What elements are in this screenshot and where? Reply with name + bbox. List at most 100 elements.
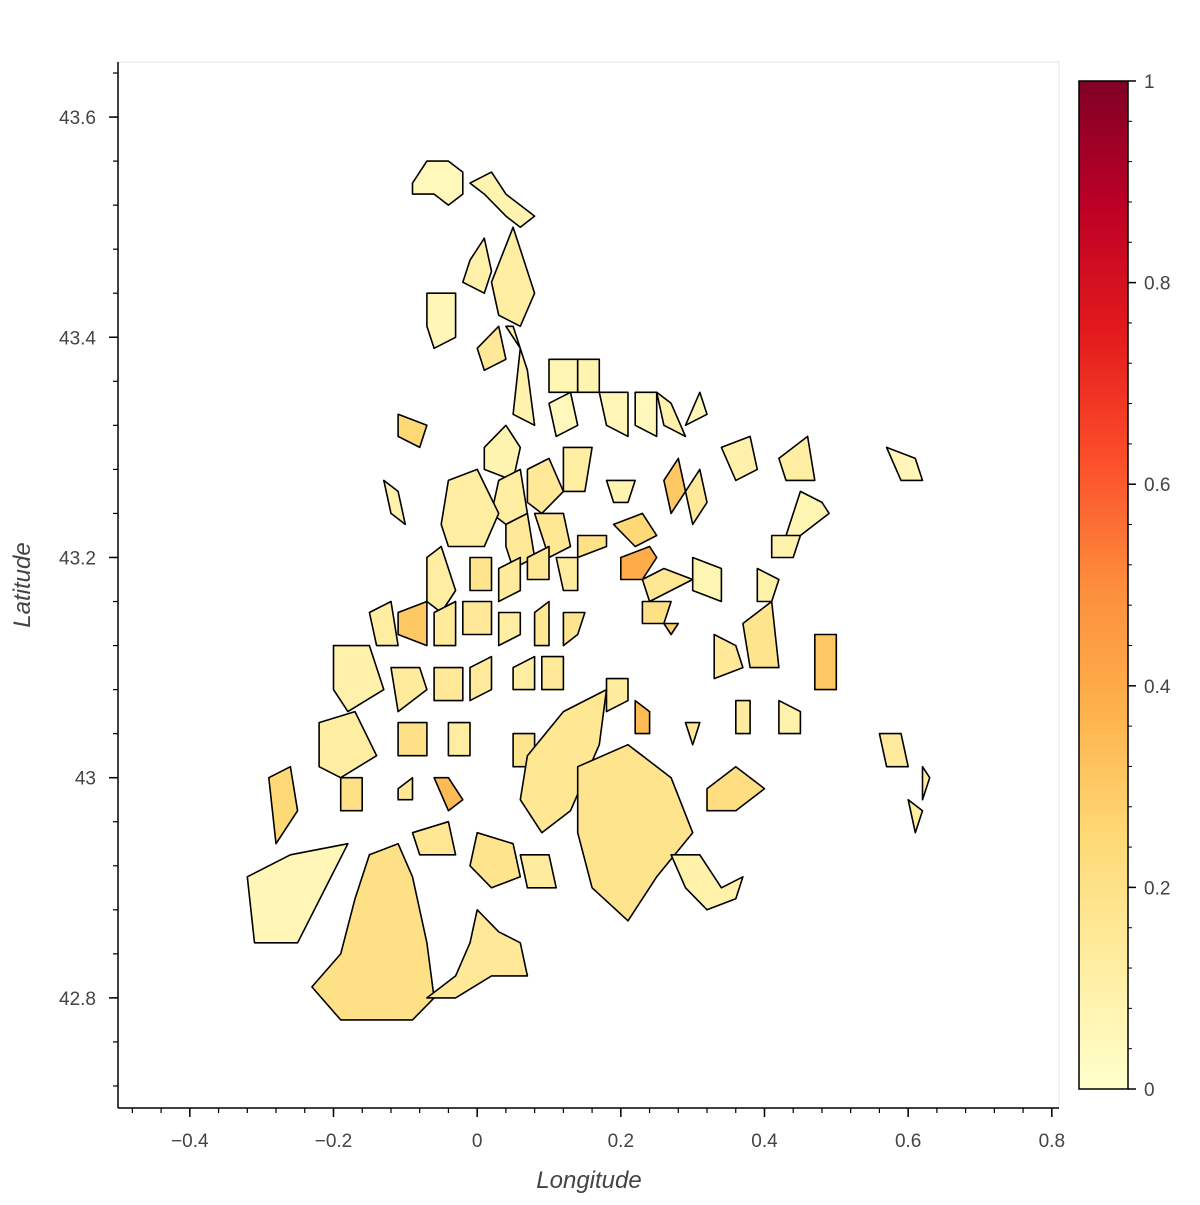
y-tick-label: 42.8 xyxy=(59,989,96,1010)
region-59 xyxy=(540,655,565,691)
colorbar-gradient xyxy=(1078,80,1129,1090)
region-68 xyxy=(318,710,378,779)
region-44 xyxy=(433,600,457,647)
axes-layer: −0.4 −0.2 0 0.2 0.4 0.6 0.8 42.8 43 43.2 43.4 43.6 xyxy=(59,62,1065,1152)
y-tick-label: 43 xyxy=(75,769,96,790)
region-39 xyxy=(641,567,694,603)
region-47 xyxy=(533,600,550,647)
region-53 xyxy=(813,633,838,691)
plot-area xyxy=(117,61,1060,1109)
region-38 xyxy=(619,545,658,581)
region-21 xyxy=(684,468,708,526)
region-23 xyxy=(778,435,816,482)
region-40 xyxy=(691,556,723,603)
colorbar-tick-label: 0.4 xyxy=(1144,677,1171,698)
region-0 xyxy=(411,160,464,206)
region-67 xyxy=(907,798,924,834)
region-64 xyxy=(778,699,802,735)
region-19 xyxy=(605,479,637,504)
region-62 xyxy=(684,721,701,746)
region-55 xyxy=(390,666,428,713)
region-84 xyxy=(670,853,744,911)
x-tick-label: 0.2 xyxy=(608,1131,634,1152)
region-42 xyxy=(368,600,399,647)
region-45 xyxy=(461,600,493,636)
region-80 xyxy=(469,831,522,889)
y-tick-label: 43.6 xyxy=(59,108,96,129)
x-tick-label: −0.2 xyxy=(315,1131,353,1152)
region-48 xyxy=(562,611,586,647)
region-34 xyxy=(469,556,493,592)
x-axis-title: Longitude xyxy=(536,1167,641,1194)
region-85 xyxy=(311,842,435,1021)
region-73 xyxy=(339,776,364,812)
x-tick-label: 0.6 xyxy=(895,1131,921,1152)
region-30 xyxy=(612,512,658,548)
region-69 xyxy=(397,721,428,757)
region-4 xyxy=(426,292,457,350)
region-37 xyxy=(555,556,579,592)
region-11 xyxy=(634,391,658,438)
region-26 xyxy=(440,468,500,548)
region-51 xyxy=(713,633,744,680)
region-60 xyxy=(605,677,629,713)
regions-layer xyxy=(246,160,931,1021)
region-61 xyxy=(634,699,651,735)
region-36 xyxy=(526,545,550,581)
region-79 xyxy=(411,820,457,856)
region-77 xyxy=(706,765,766,812)
y-tick-label: 43.4 xyxy=(59,328,96,349)
region-63 xyxy=(734,699,751,735)
region-1 xyxy=(469,171,536,228)
region-57 xyxy=(469,655,493,702)
region-50 xyxy=(663,622,680,636)
region-46 xyxy=(497,611,522,647)
region-78 xyxy=(246,842,349,944)
region-25 xyxy=(382,479,407,526)
region-81 xyxy=(519,853,558,889)
region-52 xyxy=(742,600,780,669)
region-65 xyxy=(878,732,910,768)
region-2 xyxy=(461,237,493,295)
region-70 xyxy=(447,721,471,757)
region-86 xyxy=(426,908,529,999)
region-33 xyxy=(426,545,457,614)
region-24 xyxy=(885,446,924,482)
region-7 xyxy=(548,358,579,394)
region-74 xyxy=(397,776,414,801)
region-54 xyxy=(332,644,385,713)
region-5 xyxy=(476,325,507,372)
region-6 xyxy=(505,325,536,427)
colorbar-tick-label: 0.6 xyxy=(1144,475,1170,496)
colorbar-tick-label: 0 xyxy=(1144,1080,1155,1101)
x-tick-label: 0 xyxy=(472,1131,483,1152)
region-76 xyxy=(433,776,464,812)
region-56 xyxy=(433,666,464,702)
region-9 xyxy=(576,358,601,394)
region-14 xyxy=(397,413,428,449)
region-43 xyxy=(397,600,428,647)
colorbar-tick-label: 1 xyxy=(1144,72,1155,93)
region-32 xyxy=(770,534,802,559)
region-22 xyxy=(720,435,759,482)
colorbar-tick-label: 0.2 xyxy=(1144,878,1170,899)
colorbar: 0 0.2 0.4 0.6 0.8 1 xyxy=(1078,72,1171,1101)
y-axis-title: Latitude xyxy=(9,542,36,627)
region-27 xyxy=(505,512,536,570)
y-tick-label: 43.2 xyxy=(59,548,96,569)
region-13 xyxy=(684,391,708,427)
x-tick-label: 0.8 xyxy=(1039,1131,1065,1152)
region-58 xyxy=(512,655,536,691)
region-35 xyxy=(497,556,522,603)
region-83 xyxy=(576,743,694,922)
region-8 xyxy=(548,391,579,438)
region-29 xyxy=(576,534,608,559)
region-28 xyxy=(533,512,572,559)
region-18 xyxy=(562,446,593,493)
region-17 xyxy=(526,457,565,515)
colorbar-tick-label: 0.8 xyxy=(1144,274,1170,295)
region-66 xyxy=(921,765,931,801)
region-3 xyxy=(490,226,536,328)
